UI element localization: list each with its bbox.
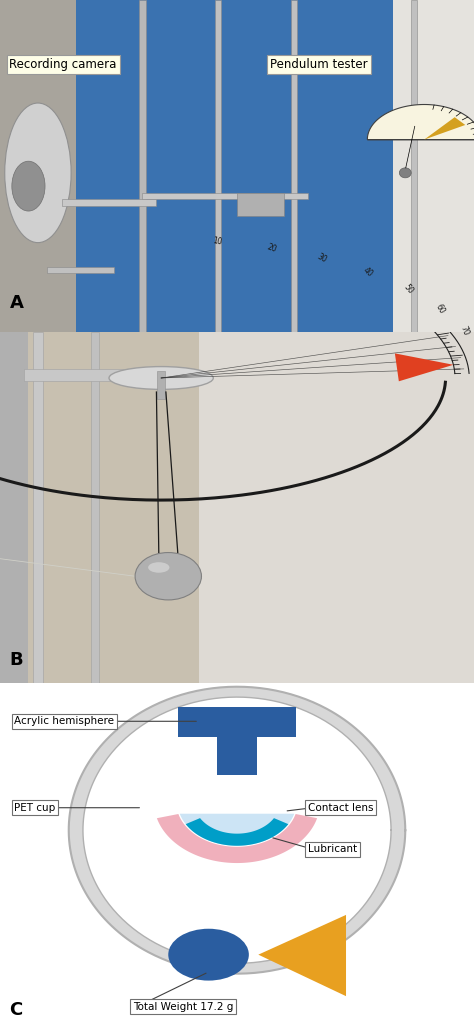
Ellipse shape: [135, 553, 201, 600]
FancyBboxPatch shape: [0, 0, 474, 332]
Ellipse shape: [5, 103, 71, 243]
FancyBboxPatch shape: [71, 0, 393, 332]
Polygon shape: [186, 818, 288, 846]
Ellipse shape: [399, 168, 411, 178]
FancyBboxPatch shape: [237, 192, 284, 216]
FancyBboxPatch shape: [0, 332, 28, 683]
Polygon shape: [395, 353, 454, 382]
FancyBboxPatch shape: [411, 0, 417, 332]
Polygon shape: [258, 915, 346, 996]
Ellipse shape: [12, 162, 45, 211]
Text: Acrylic hemisphere: Acrylic hemisphere: [14, 716, 114, 726]
FancyBboxPatch shape: [178, 708, 296, 737]
Text: 20: 20: [265, 242, 277, 254]
Ellipse shape: [148, 562, 169, 573]
Polygon shape: [157, 814, 317, 863]
Text: PET cup: PET cup: [14, 803, 55, 813]
FancyBboxPatch shape: [217, 735, 257, 775]
Text: Total Weight 17.2 g: Total Weight 17.2 g: [133, 1001, 233, 1012]
Polygon shape: [367, 105, 474, 140]
Text: 10: 10: [211, 237, 223, 247]
FancyBboxPatch shape: [91, 332, 99, 683]
Text: 80: 80: [471, 344, 474, 355]
Text: 50: 50: [401, 282, 415, 295]
Text: Recording camera: Recording camera: [9, 59, 117, 71]
Text: 60: 60: [434, 303, 447, 315]
Text: B: B: [9, 651, 23, 669]
FancyBboxPatch shape: [291, 0, 297, 332]
FancyBboxPatch shape: [157, 371, 165, 399]
FancyBboxPatch shape: [199, 332, 474, 683]
Text: Contact lens: Contact lens: [308, 803, 374, 813]
Text: Pendulum tester: Pendulum tester: [270, 59, 368, 71]
Polygon shape: [69, 686, 405, 973]
FancyBboxPatch shape: [215, 0, 221, 332]
FancyBboxPatch shape: [0, 0, 76, 332]
Text: A: A: [9, 294, 23, 313]
FancyBboxPatch shape: [139, 0, 146, 332]
FancyBboxPatch shape: [0, 332, 474, 683]
Text: 30: 30: [316, 252, 329, 264]
Ellipse shape: [168, 929, 249, 981]
Ellipse shape: [109, 366, 213, 389]
FancyBboxPatch shape: [0, 683, 474, 1029]
Polygon shape: [424, 117, 465, 140]
FancyBboxPatch shape: [24, 369, 175, 382]
Text: 70: 70: [458, 324, 470, 336]
Text: 40: 40: [362, 265, 375, 279]
FancyBboxPatch shape: [47, 267, 114, 273]
FancyBboxPatch shape: [33, 332, 43, 683]
FancyBboxPatch shape: [62, 199, 156, 206]
Polygon shape: [180, 814, 294, 846]
FancyBboxPatch shape: [393, 0, 474, 332]
FancyBboxPatch shape: [142, 193, 308, 200]
Text: Lubricant: Lubricant: [308, 844, 357, 854]
Text: C: C: [9, 1000, 23, 1019]
Polygon shape: [83, 697, 391, 963]
